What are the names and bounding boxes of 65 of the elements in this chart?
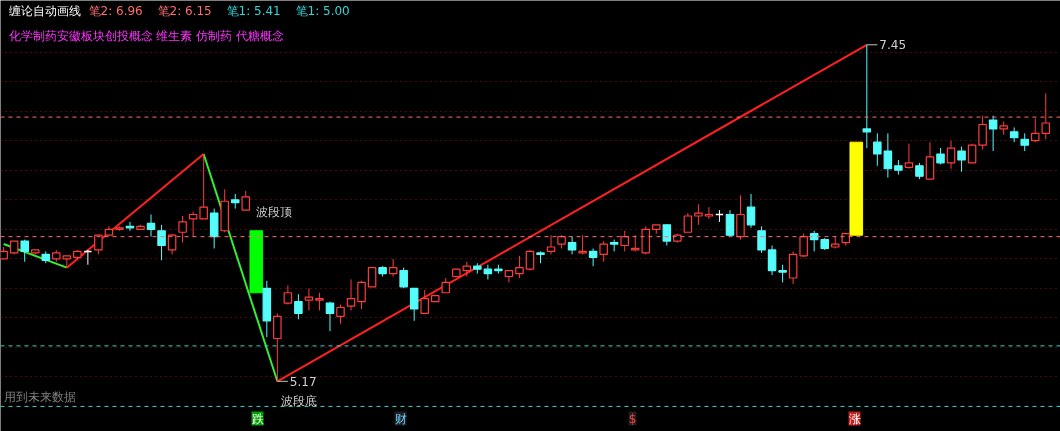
ref-line-label: 笔1: 5.00 bbox=[295, 3, 350, 18]
annotation: $ bbox=[628, 411, 637, 426]
candlestick bbox=[862, 44, 872, 149]
candlestick bbox=[273, 312, 282, 382]
annotation: 跌 bbox=[251, 411, 264, 426]
candlestick bbox=[1041, 92, 1051, 140]
candlestick bbox=[294, 293, 303, 320]
candlestick bbox=[746, 193, 756, 229]
candlestick bbox=[146, 214, 156, 238]
candlestick bbox=[1030, 118, 1040, 143]
candlestick bbox=[957, 146, 966, 173]
candlestick bbox=[946, 140, 956, 170]
candlestick bbox=[94, 234, 103, 255]
candlestick bbox=[178, 215, 187, 244]
candlestick bbox=[694, 203, 703, 226]
candlestick bbox=[483, 264, 493, 280]
annotation: 财 bbox=[394, 411, 407, 426]
candlestick bbox=[367, 267, 377, 288]
annotation: 波段顶 bbox=[255, 204, 292, 219]
candlestick bbox=[283, 284, 293, 306]
candlestick bbox=[736, 194, 745, 241]
candlestick bbox=[157, 224, 166, 261]
candlestick bbox=[304, 287, 314, 311]
annotation: 涨 bbox=[848, 411, 861, 426]
candlestick bbox=[188, 211, 198, 238]
text: 5.17 bbox=[289, 374, 317, 389]
candlestick bbox=[683, 212, 693, 233]
candlestick bbox=[241, 190, 251, 211]
candlestick bbox=[599, 240, 608, 263]
candlestick bbox=[883, 132, 893, 179]
candlestick bbox=[757, 225, 766, 254]
candlestick bbox=[704, 206, 714, 220]
candlestick bbox=[620, 230, 629, 252]
candlestick bbox=[925, 141, 935, 180]
candlestick bbox=[409, 287, 419, 322]
candlestick bbox=[357, 280, 366, 310]
ref-line-label: 笔2: 6.96 bbox=[88, 3, 143, 18]
ref-line-label: 笔1: 5.41 bbox=[226, 3, 281, 18]
annotation: 波段底 bbox=[280, 393, 317, 408]
candlestick bbox=[904, 143, 914, 170]
candlestick bbox=[588, 247, 598, 267]
annotation: 用到未来数据 bbox=[3, 389, 76, 404]
chart-title: 缠论自动画线 bbox=[8, 3, 81, 18]
candlestick bbox=[336, 304, 345, 325]
ref-line-label: 笔2: 6.15 bbox=[157, 3, 212, 18]
candlestick bbox=[725, 209, 735, 238]
candlestick bbox=[978, 115, 987, 151]
candlestick bbox=[525, 249, 535, 272]
candlestick bbox=[325, 301, 335, 332]
candlestick bbox=[420, 289, 429, 315]
text: 7.45 bbox=[879, 38, 907, 53]
candlestick bbox=[788, 250, 798, 285]
candlestick bbox=[399, 267, 408, 289]
candlestick bbox=[546, 234, 556, 255]
candlestick bbox=[873, 132, 882, 167]
candlestick bbox=[209, 208, 219, 249]
candlestick bbox=[167, 233, 177, 255]
candlestick bbox=[346, 278, 356, 311]
candlestick bbox=[388, 258, 398, 278]
candlestick bbox=[199, 153, 208, 220]
candlestick bbox=[967, 143, 977, 164]
candlestick bbox=[767, 245, 777, 276]
candlestick bbox=[988, 115, 998, 152]
text: 化学制药安徽板块创投概念 维生素 仿制药 代糖概念 bbox=[8, 28, 284, 43]
candlestick bbox=[515, 255, 524, 279]
